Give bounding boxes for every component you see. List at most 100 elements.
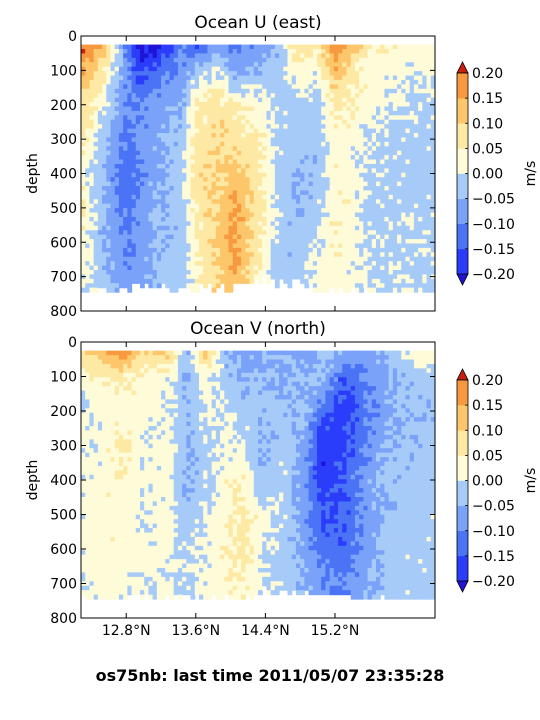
contour-cell	[295, 181, 301, 187]
contour-cell	[367, 208, 373, 214]
contour-cell	[241, 186, 246, 192]
contour-cell	[359, 186, 364, 192]
contour-cell	[241, 278, 246, 284]
contour-cell	[329, 230, 335, 236]
contour-cell	[215, 49, 221, 55]
contour-cell	[367, 146, 373, 152]
contour-cell	[308, 93, 314, 99]
contour-cell	[321, 168, 327, 174]
contour-cell	[173, 177, 179, 183]
contour-cell	[89, 66, 95, 72]
contour-cell	[300, 163, 305, 169]
contour-cell	[346, 150, 352, 156]
contour-cell	[321, 79, 327, 85]
contour-cell	[127, 119, 133, 125]
contour-cell	[186, 124, 192, 130]
contour-cell	[329, 199, 335, 205]
contour-cell	[376, 194, 381, 200]
contour-cell	[194, 115, 200, 121]
contour-cell	[177, 141, 183, 147]
contour-cell	[81, 216, 86, 222]
contour-cell	[376, 62, 381, 68]
contour-cell	[131, 274, 137, 280]
contour-cell	[249, 256, 255, 262]
contour-cell	[287, 124, 293, 130]
contour-cell	[376, 203, 381, 209]
contour-cell	[211, 132, 217, 139]
contour-cell	[81, 541, 86, 547]
contour-cell	[266, 265, 272, 271]
contour-cell	[380, 49, 386, 55]
contour-cell	[321, 177, 327, 183]
contour-cell	[228, 93, 234, 99]
contour-cell	[123, 256, 128, 262]
contour-cell	[135, 252, 141, 258]
contour-cell	[81, 510, 86, 516]
contour-cell	[253, 194, 259, 200]
contour-cell	[93, 177, 99, 183]
contour-cell	[342, 62, 348, 68]
contour-cell	[148, 155, 154, 161]
contour-cell	[258, 243, 263, 249]
contour-cell	[287, 283, 293, 289]
contour-cell	[152, 168, 158, 174]
contour-cell	[367, 110, 373, 116]
contour-cell	[430, 88, 435, 94]
contour-cell	[127, 283, 133, 289]
contour-cell	[85, 194, 91, 200]
contour-cell	[258, 93, 263, 99]
contour-cell	[409, 216, 415, 222]
contour-cell	[241, 79, 246, 85]
contour-cell	[89, 443, 95, 449]
contour-cell	[333, 216, 339, 222]
contour-cell	[363, 141, 369, 147]
contour-cell	[228, 44, 234, 50]
contour-cell	[317, 155, 322, 161]
contour-cell	[169, 155, 175, 161]
contour-cell	[131, 181, 137, 187]
contour-cell	[418, 62, 423, 68]
contour-cell	[338, 75, 343, 81]
contour-cell	[270, 270, 276, 276]
contour-cell	[283, 106, 289, 112]
contour-cell	[215, 53, 221, 59]
contour-cell	[236, 49, 242, 55]
contour-cell	[325, 155, 331, 161]
contour-cell	[106, 137, 112, 143]
contour-cell	[127, 115, 133, 121]
contour-cell	[135, 75, 141, 81]
contour-cell	[220, 97, 225, 103]
contour-cell	[317, 110, 322, 116]
contour-cell	[177, 62, 183, 68]
contour-cell	[346, 177, 352, 183]
contour-cell	[317, 283, 322, 289]
contour-cell	[156, 159, 162, 165]
contour-cell	[211, 239, 217, 245]
contour-cell	[300, 57, 305, 63]
contour-cell	[220, 274, 225, 280]
contour-cell	[228, 208, 234, 214]
contour-cell	[97, 150, 103, 156]
contour-cell	[401, 265, 407, 271]
contour-cell	[342, 163, 348, 169]
contour-cell	[224, 274, 230, 280]
contour-cell	[401, 216, 407, 222]
contour-cell	[165, 146, 171, 152]
panel-1: Ocean U (east)0100200300400500600700800d…	[25, 13, 539, 320]
contour-cell	[245, 53, 251, 59]
contour-cell	[426, 177, 432, 183]
contour-cell	[274, 124, 280, 130]
contour-cell	[300, 186, 305, 192]
contour-cell	[173, 212, 179, 218]
contour-cell	[397, 247, 402, 253]
contour-cell	[118, 159, 124, 165]
contour-cell	[249, 261, 255, 267]
contour-cell	[131, 199, 137, 205]
contour-cell	[161, 216, 166, 222]
contour-cell	[81, 84, 86, 90]
contour-cell	[152, 256, 158, 262]
contour-cell	[97, 408, 103, 414]
contour-cell	[114, 115, 120, 121]
contour-cell	[106, 88, 112, 94]
contour-cell	[114, 190, 120, 196]
